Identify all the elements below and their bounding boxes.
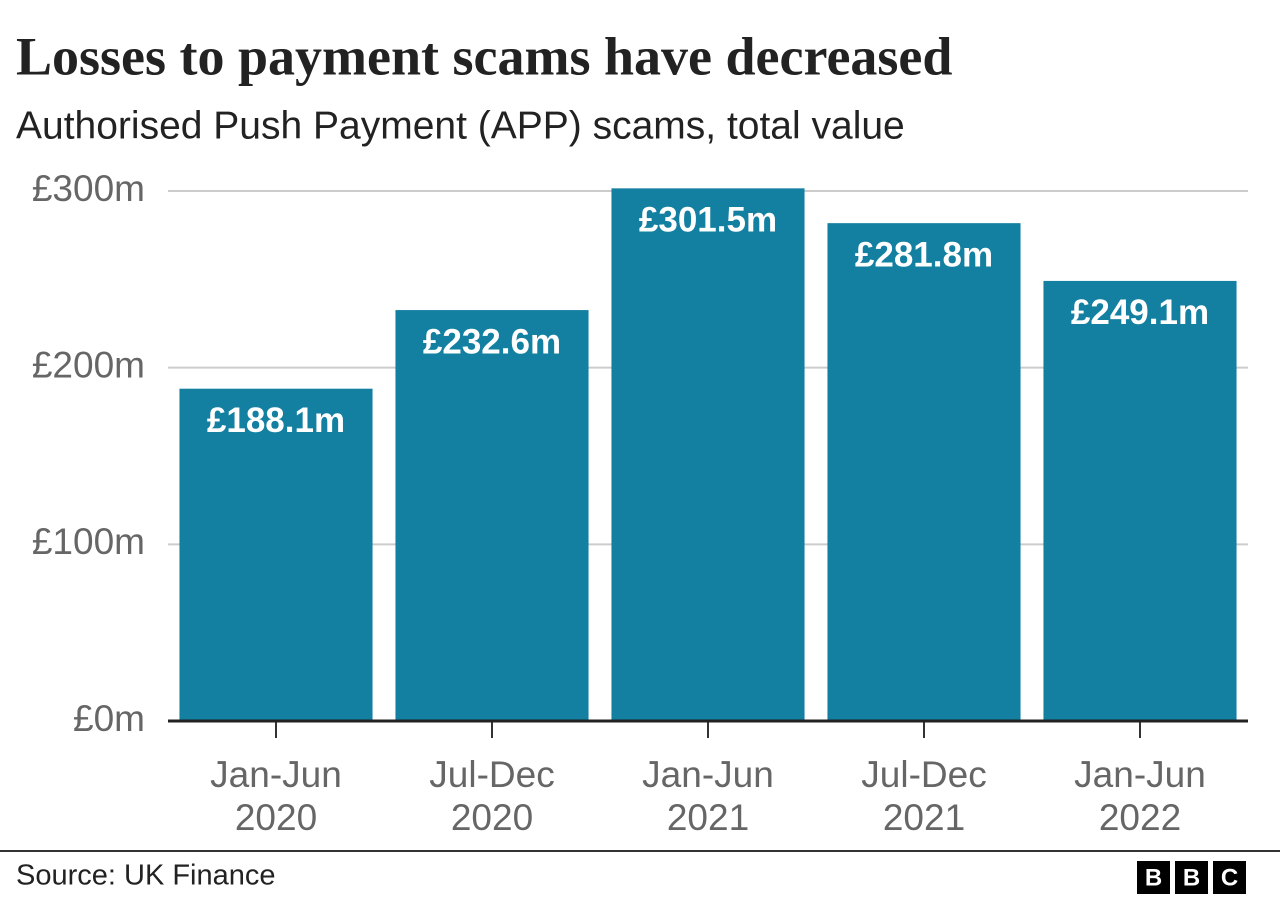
chart-subtitle: Authorised Push Payment (APP) scams, tot… — [16, 104, 905, 147]
logo-letter: B — [1145, 864, 1162, 891]
logo-box — [1137, 861, 1170, 894]
y-tick-label: £200m — [32, 344, 145, 385]
bar — [179, 388, 373, 721]
logo-box — [1213, 861, 1246, 894]
logo-letter: C — [1221, 864, 1238, 891]
chart-title: Losses to payment scams have decreased — [16, 26, 952, 86]
y-tick-label: £0m — [73, 698, 145, 739]
bar — [395, 310, 589, 721]
bar — [1043, 280, 1237, 721]
y-tick-label: £100m — [32, 521, 145, 562]
bar — [611, 188, 805, 722]
logo-box — [1175, 861, 1208, 894]
x-tick-label: Jan-Jun 2020 — [210, 754, 342, 838]
x-tick-label: Jan-Jun 2021 — [642, 754, 774, 838]
value-label: £249.1m — [1071, 293, 1209, 332]
logo-letter: B — [1183, 864, 1200, 891]
x-tick-label: Jul-Dec 2021 — [861, 754, 987, 838]
y-tick-label: £300m — [32, 168, 145, 209]
value-label: £281.8m — [855, 235, 993, 274]
x-tick-label: Jul-Dec 2020 — [429, 754, 555, 838]
value-label: £232.6m — [423, 322, 561, 361]
bar — [827, 223, 1021, 722]
source: Source: UK Finance — [16, 860, 276, 892]
value-label: £301.5m — [639, 201, 777, 240]
value-label: £188.1m — [207, 401, 345, 440]
x-tick-label: Jan-Jun 2022 — [1074, 754, 1206, 838]
